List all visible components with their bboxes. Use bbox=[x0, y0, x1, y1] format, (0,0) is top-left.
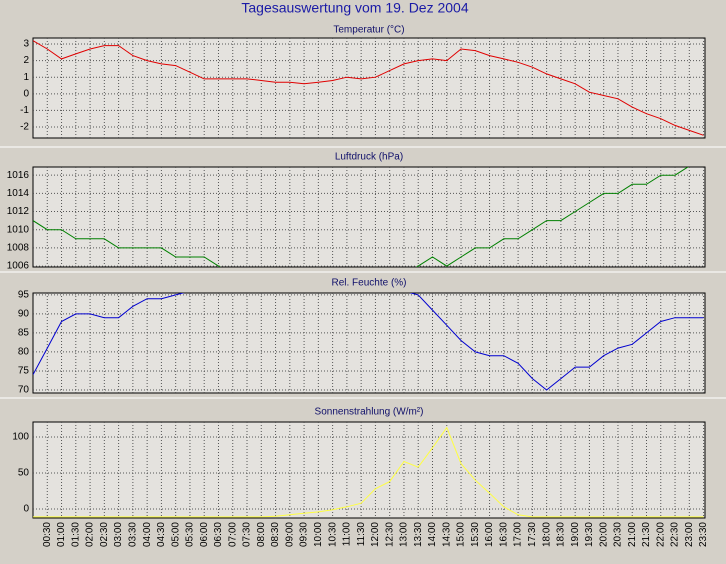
y-tick-label: 1006 bbox=[7, 261, 30, 272]
x-tick-label: 17:00 bbox=[513, 522, 524, 547]
x-tick-label: 20:00 bbox=[598, 522, 609, 547]
y-tick-label: -1 bbox=[20, 105, 29, 116]
x-tick-label: 21:00 bbox=[627, 522, 638, 547]
y-tick-label: 1016 bbox=[7, 170, 30, 181]
x-tick-label: 13:30 bbox=[413, 522, 424, 547]
y-tick-label: 3 bbox=[23, 39, 29, 50]
data-line bbox=[33, 40, 704, 136]
x-tick-label: 04:30 bbox=[156, 522, 167, 547]
panel-title: Temperatur (°C) bbox=[333, 25, 404, 36]
data-line bbox=[33, 426, 704, 518]
y-tick-label: 100 bbox=[12, 432, 29, 443]
x-tick-label: 05:00 bbox=[170, 522, 181, 547]
x-tick-label: 16:30 bbox=[498, 522, 509, 547]
x-tick-label: 07:00 bbox=[227, 522, 238, 547]
x-tick-label: 22:30 bbox=[670, 522, 681, 547]
x-tick-label: 07:30 bbox=[242, 522, 253, 547]
x-tick-label: 02:00 bbox=[85, 522, 96, 547]
y-tick-label: 1008 bbox=[7, 243, 30, 254]
y-tick-label: 80 bbox=[18, 347, 30, 358]
y-tick-label: 1014 bbox=[7, 188, 30, 199]
y-tick-label: 50 bbox=[18, 468, 30, 479]
x-tick-label: 10:00 bbox=[313, 522, 324, 547]
y-tick-label: 75 bbox=[18, 366, 30, 377]
plot-area bbox=[32, 421, 706, 519]
x-tick-label: 02:30 bbox=[99, 522, 110, 547]
plot-area bbox=[32, 166, 706, 268]
plot-area bbox=[32, 292, 706, 394]
x-tick-label: 22:00 bbox=[655, 522, 666, 547]
y-tick-label: 0 bbox=[23, 88, 29, 99]
y-tick-label: 95 bbox=[18, 290, 30, 301]
y-tick-label: -2 bbox=[20, 122, 29, 133]
x-tick-label: 23:00 bbox=[684, 522, 695, 547]
data-line bbox=[33, 293, 704, 391]
x-tick-label: 21:30 bbox=[641, 522, 652, 547]
x-tick-label: 03:00 bbox=[113, 522, 124, 547]
panel-title: Luftdruck (hPa) bbox=[335, 152, 403, 163]
x-tick-label: 16:00 bbox=[484, 522, 495, 547]
x-tick-label: 15:30 bbox=[470, 522, 481, 547]
x-tick-label: 20:30 bbox=[613, 522, 624, 547]
panel-title: Sonnenstrahlung (W/m²) bbox=[315, 407, 424, 418]
x-tick-label: 14:30 bbox=[441, 522, 452, 547]
panel-title: Rel. Feuchte (%) bbox=[331, 278, 406, 289]
x-tick-label: 13:00 bbox=[399, 522, 410, 547]
page-title: Tagesauswertung vom 19. Dez 2004 bbox=[241, 0, 468, 16]
x-tick-label: 04:00 bbox=[142, 522, 153, 547]
x-tick-label: 12:30 bbox=[384, 522, 395, 547]
x-tick-label: 17:30 bbox=[527, 522, 538, 547]
y-tick-label: 2 bbox=[23, 55, 29, 66]
x-tick-label: 12:00 bbox=[370, 522, 381, 547]
y-tick-label: 1012 bbox=[7, 206, 30, 217]
plot-area bbox=[32, 37, 706, 139]
x-tick-label: 08:00 bbox=[256, 522, 267, 547]
y-tick-label: 90 bbox=[18, 309, 30, 320]
x-tick-label: 06:30 bbox=[213, 522, 224, 547]
x-tick-label: 08:30 bbox=[270, 522, 281, 547]
x-tick-label: 23:30 bbox=[698, 522, 709, 547]
x-tick-label: 06:00 bbox=[199, 522, 210, 547]
x-tick-label: 14:00 bbox=[427, 522, 438, 547]
data-line bbox=[33, 167, 689, 267]
x-tick-label: 11:00 bbox=[342, 522, 353, 547]
x-tick-label: 05:30 bbox=[185, 522, 196, 547]
y-tick-label: 85 bbox=[18, 328, 30, 339]
y-tick-label: 1010 bbox=[7, 224, 30, 235]
x-tick-label: 18:00 bbox=[541, 522, 552, 547]
x-tick-label: 03:30 bbox=[128, 522, 139, 547]
x-tick-label: 01:30 bbox=[70, 522, 81, 547]
x-tick-label: 19:00 bbox=[570, 522, 581, 547]
y-tick-label: 0 bbox=[23, 504, 29, 515]
y-tick-label: 1 bbox=[23, 72, 29, 83]
x-tick-label: 09:00 bbox=[284, 522, 295, 547]
x-tick-label: 15:00 bbox=[456, 522, 467, 547]
y-tick-label: 70 bbox=[18, 385, 30, 396]
x-tick-label: 00:30 bbox=[42, 522, 53, 547]
x-tick-label: 10:30 bbox=[327, 522, 338, 547]
x-tick-label: 11:30 bbox=[356, 522, 367, 547]
x-tick-label: 01:00 bbox=[56, 522, 67, 547]
x-tick-label: 09:30 bbox=[299, 522, 310, 547]
x-tick-label: 19:30 bbox=[584, 522, 595, 547]
x-tick-label: 18:30 bbox=[556, 522, 567, 547]
